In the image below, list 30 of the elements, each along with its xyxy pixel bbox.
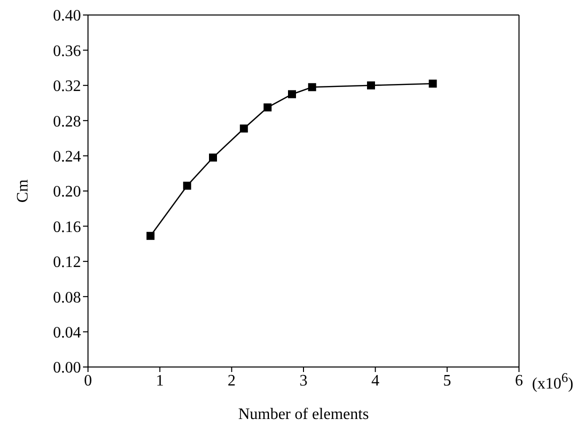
- point: [367, 81, 376, 90]
- x-tick-label: 6: [515, 372, 523, 390]
- point: [428, 80, 437, 88]
- y-tick-label: 0.12: [53, 254, 81, 272]
- point: [208, 154, 217, 162]
- point: [146, 232, 154, 240]
- point: [264, 103, 272, 112]
- x-axis-title: Number of elements: [238, 406, 369, 423]
- point: [288, 90, 296, 98]
- y-tick-label: 0.04: [53, 324, 81, 342]
- x-tick-label: 0: [84, 372, 92, 390]
- point: [308, 83, 316, 92]
- y-tick-label: 0.28: [53, 113, 81, 130]
- y-tick-label: 0.24: [53, 148, 81, 166]
- y-axis-title: Cm: [14, 178, 32, 203]
- x-tick-label: 5: [443, 372, 452, 390]
- y-tick-label: 0.00: [53, 360, 81, 377]
- text: (x10$^{6}$): [532, 370, 574, 394]
- x-tick-label: 1: [156, 372, 164, 390]
- x-tick-label: 3: [300, 372, 308, 390]
- y-tick-label: 0.36: [53, 42, 81, 60]
- point: [183, 182, 192, 190]
- x-tick-label: 2: [228, 372, 236, 390]
- y-tick-label: 0.16: [53, 218, 81, 236]
- y-tick-label: 0.32: [53, 78, 81, 96]
- point: [240, 124, 248, 133]
- y-tick-label: 0.40: [53, 8, 81, 25]
- x-tick-label: 4: [371, 372, 380, 390]
- y-tick-label: 0.08: [53, 289, 81, 306]
- y-tick-label: 0.20: [53, 184, 81, 201]
